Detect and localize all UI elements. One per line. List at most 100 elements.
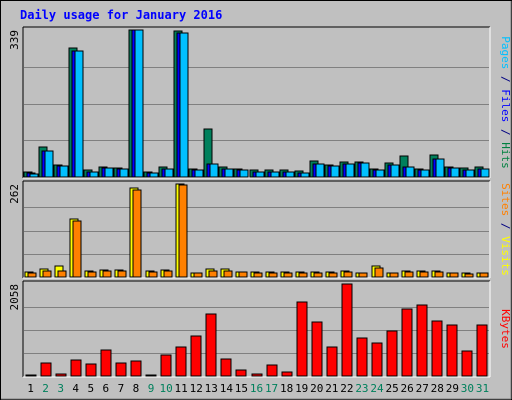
panel-legend: Sites / Visits [499,183,512,276]
x-tick-label: 22 [340,382,353,395]
bar-kbytes-day-1 [25,374,37,377]
x-tick-label: 16 [250,382,263,395]
bar-pages-day-7 [119,168,129,178]
bar-sites-day-7 [117,270,127,278]
bar-kbytes-day-4 [70,359,82,377]
bar-kbytes-day-7 [115,362,127,377]
chart-title: Daily usage for January 2016 [20,8,222,22]
bar-kbytes-day-8 [130,360,142,377]
bar-pages-day-1 [29,173,39,178]
bar-pages-day-4 [74,50,84,178]
bar-kbytes-day-26 [401,308,413,377]
bar-sites-day-16 [253,272,263,278]
bar-kbytes-day-21 [326,346,338,377]
x-tick-label: 31 [476,382,489,395]
x-tick-label: 29 [446,382,459,395]
x-tick-label: 11 [175,382,188,395]
bar-pages-day-13 [209,163,219,178]
x-tick-label: 9 [148,382,155,395]
bar-sites-day-19 [298,272,308,278]
x-tick-label: 26 [401,382,414,395]
legend-entry: Files [499,89,512,122]
axis-max-label: 2058 [8,284,21,311]
bar-sites-day-14 [223,270,233,278]
bar-sites-day-8 [132,189,142,278]
legend-entry: Hits [499,142,512,169]
axis-max-label: 262 [8,184,21,204]
bar-kbytes-day-27 [416,304,428,377]
bar-kbytes-day-22 [341,283,353,377]
bar-sites-day-12 [193,272,203,278]
bar-pages-day-16 [255,171,265,178]
x-tick-label: 30 [461,382,474,395]
bar-kbytes-day-28 [431,320,443,377]
bar-sites-day-27 [419,271,429,278]
x-tick-label: 12 [190,382,203,395]
bar-sites-day-30 [464,273,474,278]
bar-pages-day-17 [270,171,280,178]
x-tick-label: 10 [159,382,172,395]
x-tick-label: 7 [118,382,125,395]
bar-pages-day-6 [104,167,114,178]
bar-sites-day-29 [449,272,459,278]
bar-kbytes-day-24 [371,342,383,377]
bar-kbytes-day-14 [220,358,232,377]
bar-sites-day-23 [358,272,368,278]
bar-kbytes-day-29 [446,324,458,377]
x-tick-label: 2 [42,382,49,395]
bar-pages-day-18 [285,171,295,178]
bar-pages-day-9 [149,172,159,178]
bar-pages-day-22 [345,163,355,178]
legend-entry: Visits [499,236,512,276]
bar-sites-day-31 [479,272,489,278]
bar-kbytes-day-23 [356,337,368,377]
bar-sites-day-2 [42,270,52,278]
bar-sites-day-17 [268,272,278,278]
panel-bot: 2058 KBytes [8,280,512,378]
panel-legend: Pages / Files / Hits [499,36,512,169]
bar-pages-day-28 [435,158,445,178]
bar-pages-day-24 [375,169,385,178]
bar-sites-day-1 [27,272,37,278]
bar-kbytes-day-9 [145,374,157,377]
bar-kbytes-day-20 [311,321,323,377]
x-tick-label: 15 [235,382,248,395]
bar-sites-day-15 [238,271,248,278]
bar-sites-day-28 [434,271,444,278]
bar-kbytes-day-30 [461,350,473,377]
legend-entry: / [499,122,512,142]
bar-sites-day-6 [102,270,112,278]
bar-sites-day-24 [374,267,384,278]
bar-kbytes-day-15 [235,369,247,377]
bar-kbytes-day-10 [160,354,172,377]
x-tick-label: 28 [431,382,444,395]
bar-pages-day-11 [179,32,189,178]
x-tick-label: 18 [280,382,293,395]
x-tick-label: 25 [385,382,398,395]
x-tick-label: 4 [72,382,79,395]
panel-legend: KBytes [499,309,512,349]
bar-kbytes-day-11 [175,346,187,377]
bar-pages-day-23 [360,162,370,178]
bar-kbytes-day-25 [386,330,398,377]
bar-sites-day-11 [178,184,188,278]
bar-kbytes-day-3 [55,373,67,377]
bar-pages-day-30 [465,169,475,178]
legend-entry: Pages [499,36,512,69]
x-tick-label: 1 [27,382,34,395]
bar-sites-day-22 [343,271,353,278]
bar-pages-day-19 [300,172,310,178]
bar-pages-day-10 [164,168,174,178]
panel-top: 339 Pages / Files / Hits [8,26,512,179]
legend-entry: KBytes [499,309,512,349]
bar-kbytes-day-16 [251,373,263,377]
bar-pages-day-21 [330,165,340,178]
x-tick-label: 6 [103,382,110,395]
bar-pages-day-25 [390,164,400,178]
legend-entry: / [499,69,512,89]
bar-pages-day-12 [194,169,204,178]
x-tick-label: 17 [265,382,278,395]
x-tick-label: 14 [220,382,234,395]
bar-sites-day-20 [313,272,323,278]
bar-sites-day-10 [163,270,173,278]
